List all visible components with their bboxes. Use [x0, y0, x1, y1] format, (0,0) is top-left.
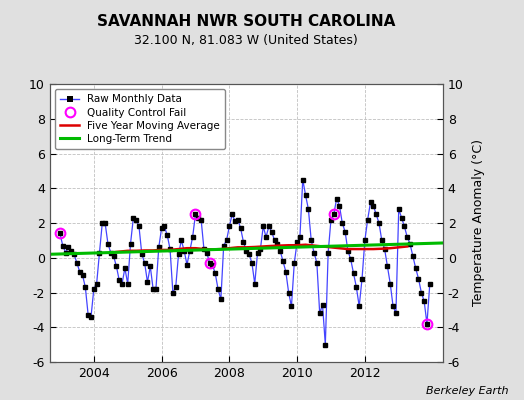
- Text: 32.100 N, 81.083 W (United States): 32.100 N, 81.083 W (United States): [134, 34, 358, 47]
- Legend: Raw Monthly Data, Quality Control Fail, Five Year Moving Average, Long-Term Tren: Raw Monthly Data, Quality Control Fail, …: [55, 89, 225, 149]
- Y-axis label: Temperature Anomaly (°C): Temperature Anomaly (°C): [472, 140, 485, 306]
- Text: SAVANNAH NWR SOUTH CAROLINA: SAVANNAH NWR SOUTH CAROLINA: [97, 14, 396, 29]
- Text: Berkeley Earth: Berkeley Earth: [426, 386, 508, 396]
